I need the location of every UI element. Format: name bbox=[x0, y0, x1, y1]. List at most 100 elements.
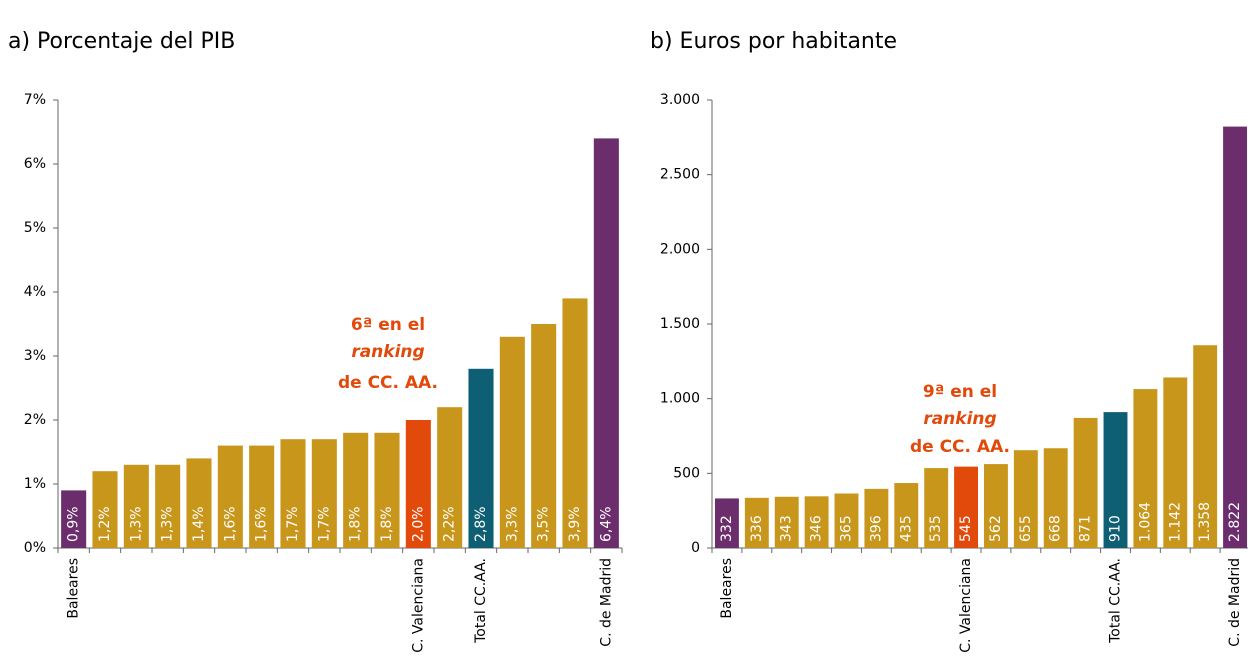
value-label: 1,8% bbox=[379, 506, 395, 542]
value-label: 1,8% bbox=[348, 506, 364, 542]
bar bbox=[311, 439, 337, 548]
y-tick-label: 3% bbox=[24, 348, 46, 364]
bar bbox=[92, 471, 118, 548]
bar bbox=[1223, 126, 1248, 549]
annotation: ranking bbox=[923, 409, 996, 429]
bar bbox=[1133, 389, 1158, 548]
x-tick-label: Total CC.AA. bbox=[1108, 558, 1124, 644]
bar bbox=[499, 336, 525, 548]
value-label: 2,0% bbox=[410, 506, 426, 542]
value-label: 0,9% bbox=[66, 506, 82, 542]
value-label: 365 bbox=[839, 515, 855, 542]
bar bbox=[405, 420, 431, 548]
value-label: 1,6% bbox=[222, 506, 238, 542]
bar bbox=[343, 432, 369, 548]
y-tick-label: 6% bbox=[24, 156, 46, 172]
bar bbox=[437, 407, 463, 548]
bar bbox=[155, 464, 181, 548]
x-tick-label: C. de Madrid bbox=[1227, 558, 1243, 647]
bar bbox=[714, 498, 739, 548]
y-tick-label: 1.500 bbox=[660, 316, 700, 332]
y-tick-label: 0 bbox=[691, 540, 700, 556]
bar bbox=[1073, 417, 1098, 548]
value-label: 1,4% bbox=[191, 506, 207, 542]
value-label: 655 bbox=[1018, 515, 1034, 542]
y-tick-label: 3.000 bbox=[660, 92, 700, 108]
bar bbox=[983, 464, 1008, 548]
bar bbox=[1103, 412, 1128, 548]
bar bbox=[61, 490, 87, 548]
chart-title: b) Euros por habitante bbox=[650, 29, 897, 54]
x-tick-label: Baleares bbox=[719, 558, 735, 619]
y-tick-label: 4% bbox=[24, 284, 46, 300]
bar bbox=[186, 458, 212, 548]
bar bbox=[1193, 345, 1218, 548]
value-label: 336 bbox=[749, 515, 765, 542]
bar bbox=[1163, 377, 1188, 548]
value-label: 871 bbox=[1078, 515, 1094, 542]
value-label: 396 bbox=[868, 515, 884, 542]
bar bbox=[280, 439, 306, 548]
value-label: 1,3% bbox=[128, 506, 144, 542]
annotation: 9ª en el bbox=[923, 382, 997, 402]
y-tick-label: 0% bbox=[24, 540, 46, 556]
x-tick-label: C. Valenciana bbox=[958, 558, 974, 653]
value-label: 332 bbox=[719, 515, 735, 542]
bar bbox=[249, 445, 275, 548]
y-tick-label: 1% bbox=[24, 476, 46, 492]
value-label: 1.064 bbox=[1137, 502, 1153, 542]
value-label: 562 bbox=[988, 515, 1004, 542]
annotation: de CC. AA. bbox=[338, 373, 438, 393]
bar bbox=[954, 466, 979, 548]
annotation: 6ª en el bbox=[351, 315, 425, 335]
bar bbox=[123, 464, 149, 548]
y-tick-label: 2.500 bbox=[660, 167, 700, 183]
bar bbox=[1043, 448, 1068, 548]
y-tick-label: 2% bbox=[24, 412, 46, 428]
bar bbox=[217, 445, 243, 548]
bar bbox=[924, 468, 949, 548]
value-label: 545 bbox=[958, 515, 974, 542]
bar bbox=[562, 298, 588, 548]
bar bbox=[744, 497, 769, 548]
bar bbox=[468, 368, 494, 548]
bar bbox=[774, 496, 799, 548]
value-label: 1.358 bbox=[1197, 502, 1213, 542]
value-label: 1,6% bbox=[254, 506, 270, 542]
y-tick-label: 500 bbox=[673, 465, 700, 481]
value-label: 1,7% bbox=[285, 506, 301, 542]
value-label: 3,9% bbox=[567, 506, 583, 542]
x-tick-label: C. Valenciana bbox=[410, 558, 426, 653]
bar bbox=[531, 324, 557, 548]
value-label: 6,4% bbox=[598, 506, 614, 542]
value-label: 2.822 bbox=[1227, 502, 1243, 542]
x-tick-label: Baleares bbox=[66, 558, 82, 619]
annotation: ranking bbox=[351, 342, 424, 362]
value-label: 1,2% bbox=[97, 506, 113, 542]
bar bbox=[834, 493, 859, 548]
value-label: 343 bbox=[779, 515, 795, 542]
y-tick-label: 1.000 bbox=[660, 391, 700, 407]
value-label: 435 bbox=[898, 515, 914, 542]
bar bbox=[593, 138, 619, 548]
value-label: 910 bbox=[1108, 515, 1124, 542]
bar bbox=[374, 432, 400, 548]
value-label: 3,3% bbox=[504, 506, 520, 542]
bar bbox=[804, 496, 829, 548]
value-label: 2,8% bbox=[473, 506, 489, 542]
x-tick-label: C. de Madrid bbox=[598, 558, 614, 647]
value-label: 1.142 bbox=[1167, 502, 1183, 542]
value-label: 1,7% bbox=[316, 506, 332, 542]
value-label: 3,5% bbox=[536, 506, 552, 542]
value-label: 346 bbox=[809, 515, 825, 542]
bar bbox=[864, 488, 889, 548]
bar bbox=[894, 483, 919, 548]
y-tick-label: 7% bbox=[24, 92, 46, 108]
value-label: 1,3% bbox=[160, 506, 176, 542]
x-tick-label: Total CC.AA. bbox=[473, 558, 489, 644]
y-tick-label: 5% bbox=[24, 220, 46, 236]
y-tick-label: 2.000 bbox=[660, 241, 700, 257]
chart-title: a) Porcentaje del PIB bbox=[8, 29, 235, 54]
value-label: 668 bbox=[1048, 515, 1064, 542]
